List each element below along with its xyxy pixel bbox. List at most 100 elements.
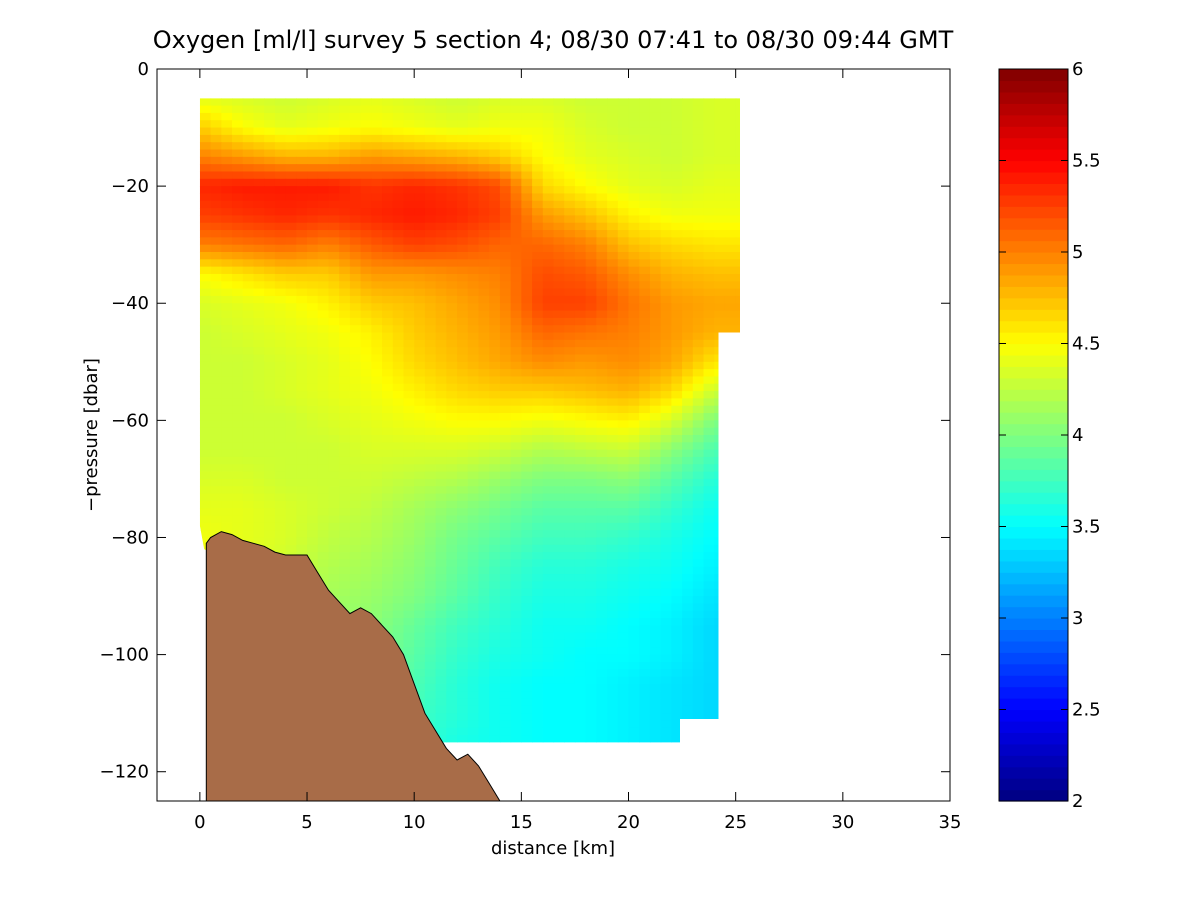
heatmap-cell [564, 552, 576, 561]
heatmap-cell [703, 266, 715, 275]
heatmap-cell [253, 120, 265, 129]
heatmap-cell [392, 500, 405, 509]
heatmap-cell [285, 142, 297, 151]
heatmap-cell [692, 273, 705, 282]
heatmap-cell [339, 120, 351, 129]
heatmap-cell [671, 354, 683, 363]
heatmap-cell [660, 383, 672, 392]
colorbar-tick-label: 5 [1072, 242, 1083, 263]
heatmap-cell [392, 339, 405, 348]
heatmap-cell [446, 98, 458, 107]
heatmap-cell [403, 244, 415, 253]
heatmap-cell [510, 735, 522, 743]
heatmap-cell [210, 347, 222, 356]
heatmap-cell [660, 500, 672, 509]
heatmap-cell [499, 310, 512, 319]
heatmap-cell [692, 347, 705, 356]
heatmap-cell [457, 544, 469, 553]
heatmap-cell [392, 427, 405, 436]
heatmap-cell [617, 632, 630, 641]
heatmap-cell [467, 522, 480, 531]
heatmap-cell [382, 230, 394, 238]
heatmap-cell [424, 339, 437, 348]
heatmap-cell [264, 244, 276, 253]
heatmap-cell [542, 325, 555, 334]
heatmap-cell [510, 398, 522, 407]
heatmap-cell [628, 478, 640, 487]
heatmap-cell [232, 420, 244, 429]
heatmap-cell [457, 603, 469, 612]
heatmap-cell [467, 215, 480, 224]
heatmap-cell [628, 618, 640, 626]
heatmap-cell [499, 193, 512, 202]
heatmap-cell [521, 508, 533, 517]
heatmap-cell [553, 120, 565, 129]
heatmap-cell [221, 98, 233, 107]
heatmap-cell [617, 683, 630, 692]
heatmap-cell [521, 127, 533, 136]
heatmap-cell [607, 244, 619, 253]
heatmap-cell [703, 654, 715, 663]
heatmap-cell [607, 522, 619, 531]
heatmap-cell [574, 354, 587, 363]
heatmap-cell [489, 164, 501, 173]
heatmap-cell [371, 339, 383, 348]
heatmap-cell [585, 134, 597, 143]
heatmap-cell [317, 435, 330, 443]
heatmap-cell [328, 244, 340, 253]
heatmap-cell [457, 508, 469, 517]
heatmap-cell [328, 361, 340, 370]
heatmap-cell [285, 405, 297, 414]
heatmap-cell [585, 237, 597, 246]
heatmap-cell [467, 713, 480, 722]
heatmap-cell [510, 178, 522, 187]
heatmap-cell [617, 456, 630, 465]
heatmap-cell [607, 449, 619, 458]
heatmap-cell [307, 552, 319, 561]
heatmap-cell [349, 222, 362, 231]
heatmap-cell [435, 112, 447, 121]
heatmap-cell [242, 310, 255, 319]
heatmap-cell [532, 281, 544, 290]
heatmap-cell [564, 596, 576, 604]
heatmap-cell [392, 625, 405, 634]
heatmap-cell [403, 654, 415, 663]
heatmap-cell [371, 273, 383, 282]
colorbar-strip [999, 755, 1068, 768]
heatmap-cell [403, 405, 415, 414]
heatmap-cell [457, 471, 469, 480]
colorbar-tick-label: 3.5 [1072, 517, 1101, 538]
heatmap-cell [242, 383, 255, 392]
heatmap-cell [574, 413, 587, 421]
heatmap-cell [414, 237, 426, 246]
heatmap-cell [585, 208, 597, 216]
heatmap-cell [724, 200, 737, 209]
heatmap-cell [639, 369, 651, 378]
heatmap-cell [274, 244, 287, 253]
heatmap-cell [639, 683, 651, 692]
heatmap-cell [553, 281, 565, 290]
heatmap-cell [317, 544, 330, 553]
heatmap-cell [574, 478, 587, 487]
heatmap-cell [285, 266, 297, 275]
heatmap-cell [532, 325, 544, 334]
heatmap-cell [521, 435, 533, 443]
heatmap-cell [285, 391, 297, 399]
heatmap-cell [392, 618, 405, 626]
heatmap-cell [510, 559, 522, 568]
heatmap-cell [639, 471, 651, 480]
heatmap-cell [478, 588, 490, 597]
heatmap-cell [532, 581, 544, 590]
heatmap-cell [285, 171, 297, 180]
heatmap-cell [574, 661, 587, 670]
heatmap-cell [532, 537, 544, 546]
heatmap-cell [649, 244, 662, 253]
heatmap-cell [328, 383, 340, 392]
heatmap-cell [692, 288, 705, 297]
heatmap-cell [649, 618, 662, 626]
heatmap-cell [296, 310, 308, 319]
heatmap-cell [349, 354, 362, 363]
heatmap-cell [628, 405, 640, 414]
heatmap-cell [553, 398, 565, 407]
heatmap-cell [457, 259, 469, 268]
